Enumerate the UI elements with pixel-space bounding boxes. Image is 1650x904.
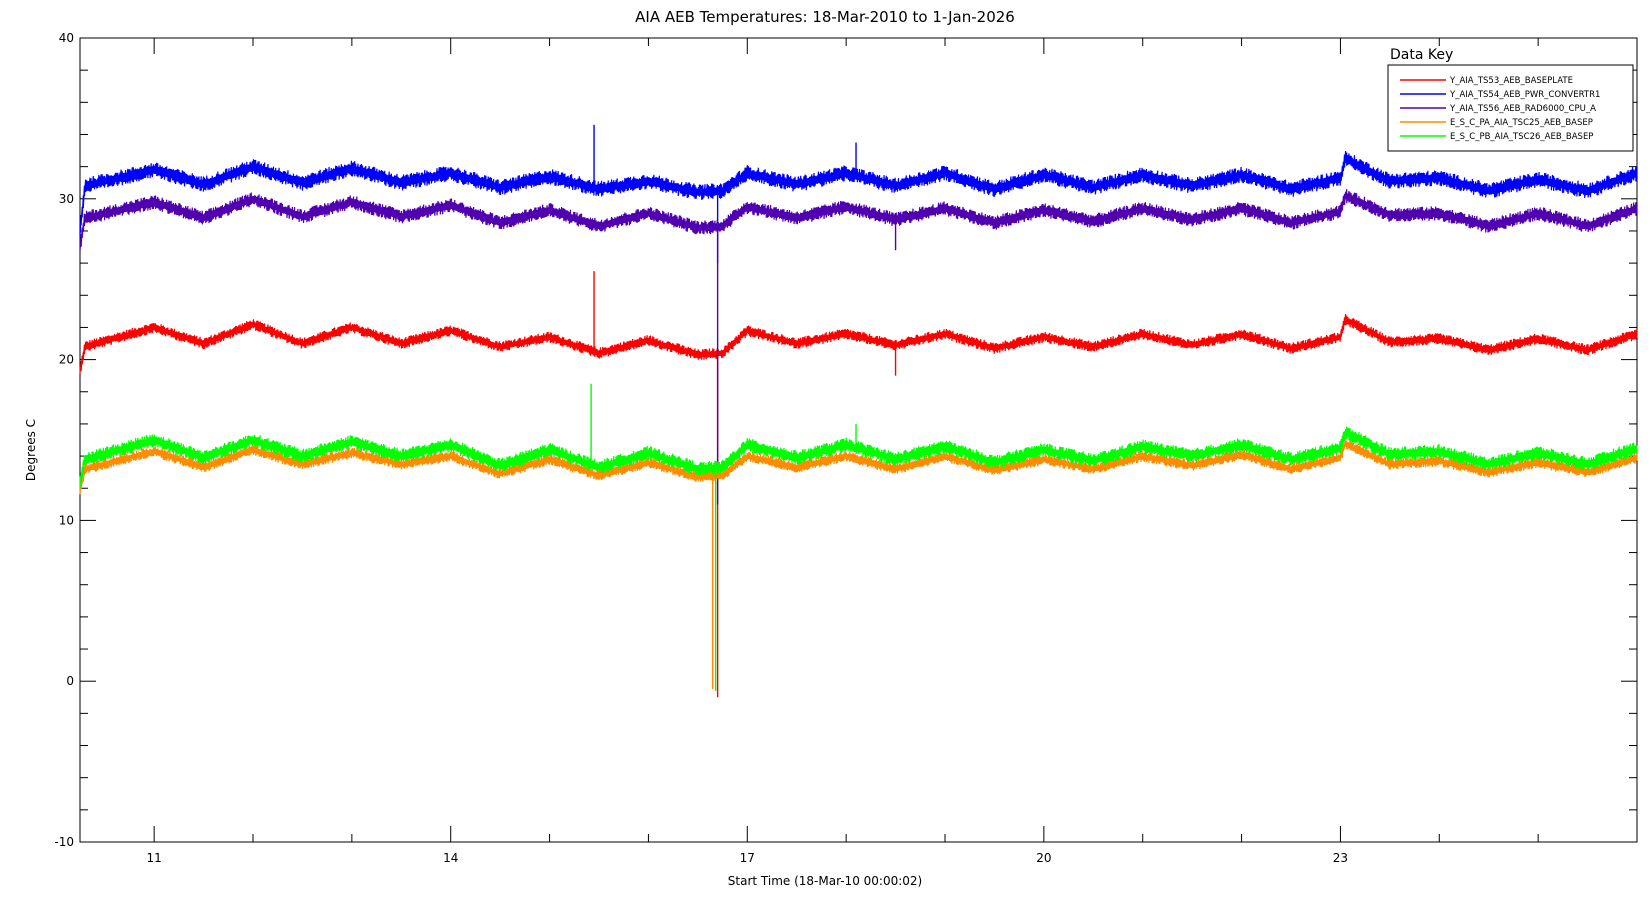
y-tick-label: 20 bbox=[59, 353, 74, 367]
x-axis-label: Start Time (18-Mar-10 00:00:02) bbox=[728, 874, 922, 888]
legend-title: Data Key bbox=[1390, 47, 1453, 63]
legend: Data Key Y_AIA_TS53_AEB_BASEPLATE Y_AIA_T… bbox=[1387, 47, 1634, 152]
series-line bbox=[79, 440, 1638, 495]
plot-frame bbox=[79, 37, 1638, 843]
x-tick-label: 23 bbox=[1333, 851, 1348, 865]
series-line bbox=[79, 426, 1638, 489]
legend-label: E_S_C_PB_AIA_TSC26_AEB_BASEP bbox=[1450, 132, 1593, 142]
x-tick-label: 17 bbox=[740, 851, 755, 865]
series-line bbox=[79, 313, 1638, 375]
plot-area: -10 0 10 20 30 40 11 14 17 20 23 bbox=[54, 31, 1638, 865]
legend-label: Y_AIA_TS56_AEB_RAD6000_CPU_A bbox=[1449, 104, 1596, 114]
y-tick-label: 40 bbox=[59, 31, 74, 45]
series-line bbox=[79, 150, 1638, 238]
y-tick-label: 10 bbox=[59, 513, 74, 527]
chart-title: AIA AEB Temperatures: 18-Mar-2010 to 1-J… bbox=[635, 8, 1015, 26]
y-tick-label: 0 bbox=[66, 674, 74, 688]
y-axis-label: Degrees C bbox=[24, 419, 38, 481]
legend-label: Y_AIA_TS54_AEB_PWR_CONVERTR1 bbox=[1449, 90, 1600, 100]
legend-label: Y_AIA_TS53_AEB_BASEPLATE bbox=[1449, 76, 1573, 86]
legend-label: E_S_C_PA_AIA_TSC25_AEB_BASEP bbox=[1450, 118, 1593, 128]
series-line bbox=[79, 189, 1638, 252]
x-tick-label: 20 bbox=[1036, 851, 1051, 865]
y-tick-label: 30 bbox=[59, 192, 74, 206]
series-5 bbox=[79, 383, 1638, 691]
series-4 bbox=[79, 440, 1638, 690]
y-tick-label: -10 bbox=[54, 835, 74, 849]
x-tick-label: 11 bbox=[147, 851, 162, 865]
series-3 bbox=[79, 189, 1638, 505]
x-tick-label: 14 bbox=[443, 851, 458, 865]
